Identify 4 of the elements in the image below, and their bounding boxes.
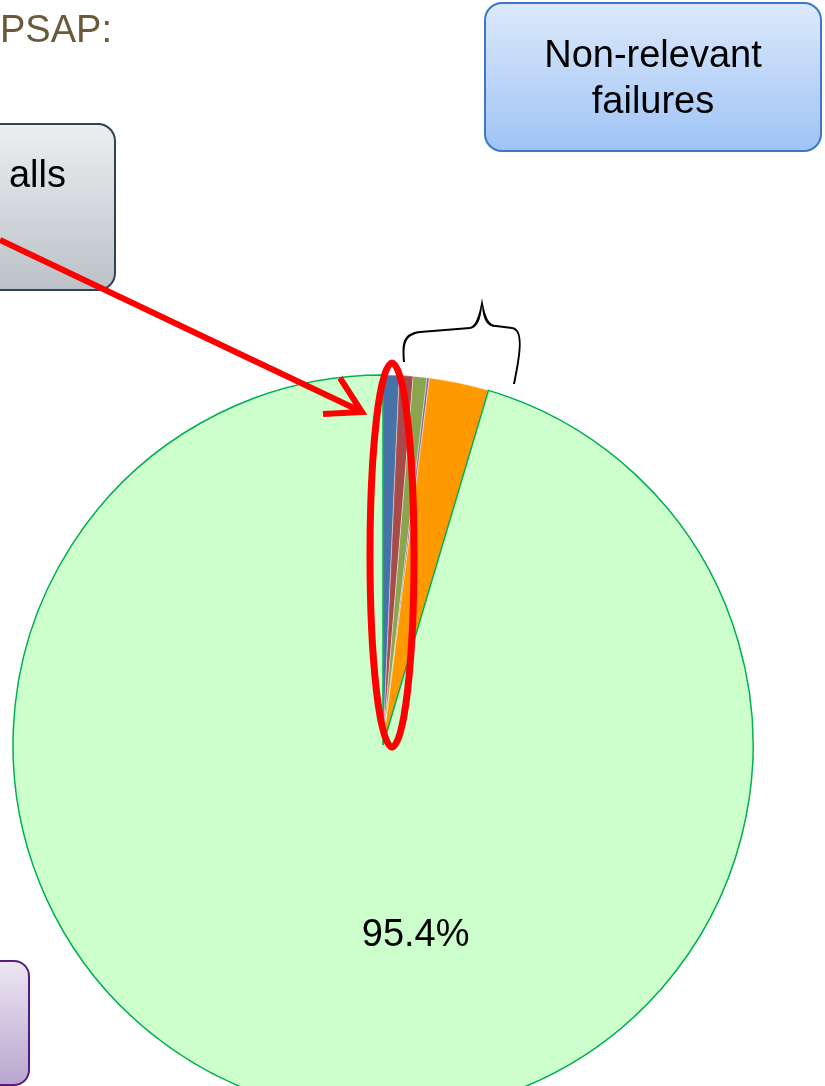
data-label: 95.4% [361,912,470,955]
text: Non-relevant failures [484,2,822,152]
text: alls [8,153,66,196]
chart-title: PSAP: [0,8,112,51]
